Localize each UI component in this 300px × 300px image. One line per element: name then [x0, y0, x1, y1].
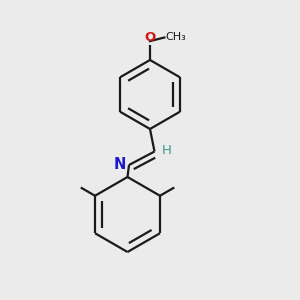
Text: H: H — [162, 143, 172, 157]
Text: N: N — [114, 157, 126, 172]
Text: CH₃: CH₃ — [165, 32, 186, 42]
Text: O: O — [144, 31, 156, 44]
